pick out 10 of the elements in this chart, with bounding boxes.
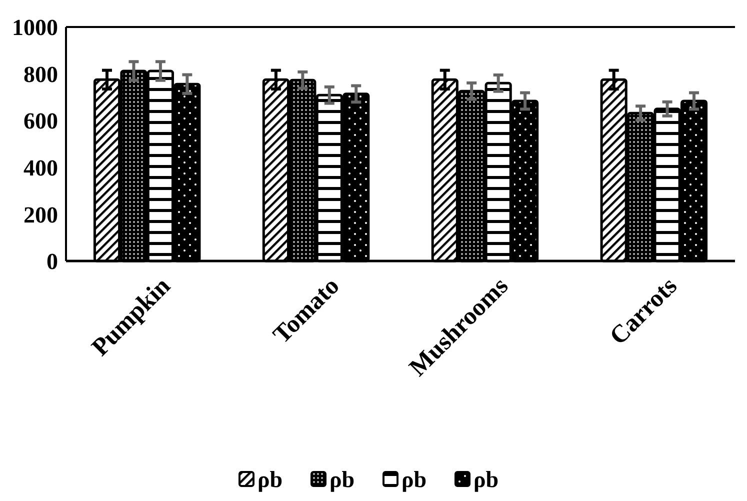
legend-label: ρb [330, 467, 355, 492]
y-tick-label: 200 [24, 202, 58, 228]
legend-label: ρb [474, 467, 499, 492]
y-tick-label: 800 [24, 62, 58, 87]
y-tick-label: 600 [24, 108, 58, 134]
y-tick-label: 400 [24, 155, 58, 180]
y-tick-label: 0 [46, 249, 58, 274]
y-tick-label: 1000 [12, 15, 58, 40]
legend-label: ρb [402, 467, 427, 492]
legend-label: ρb [258, 467, 283, 492]
